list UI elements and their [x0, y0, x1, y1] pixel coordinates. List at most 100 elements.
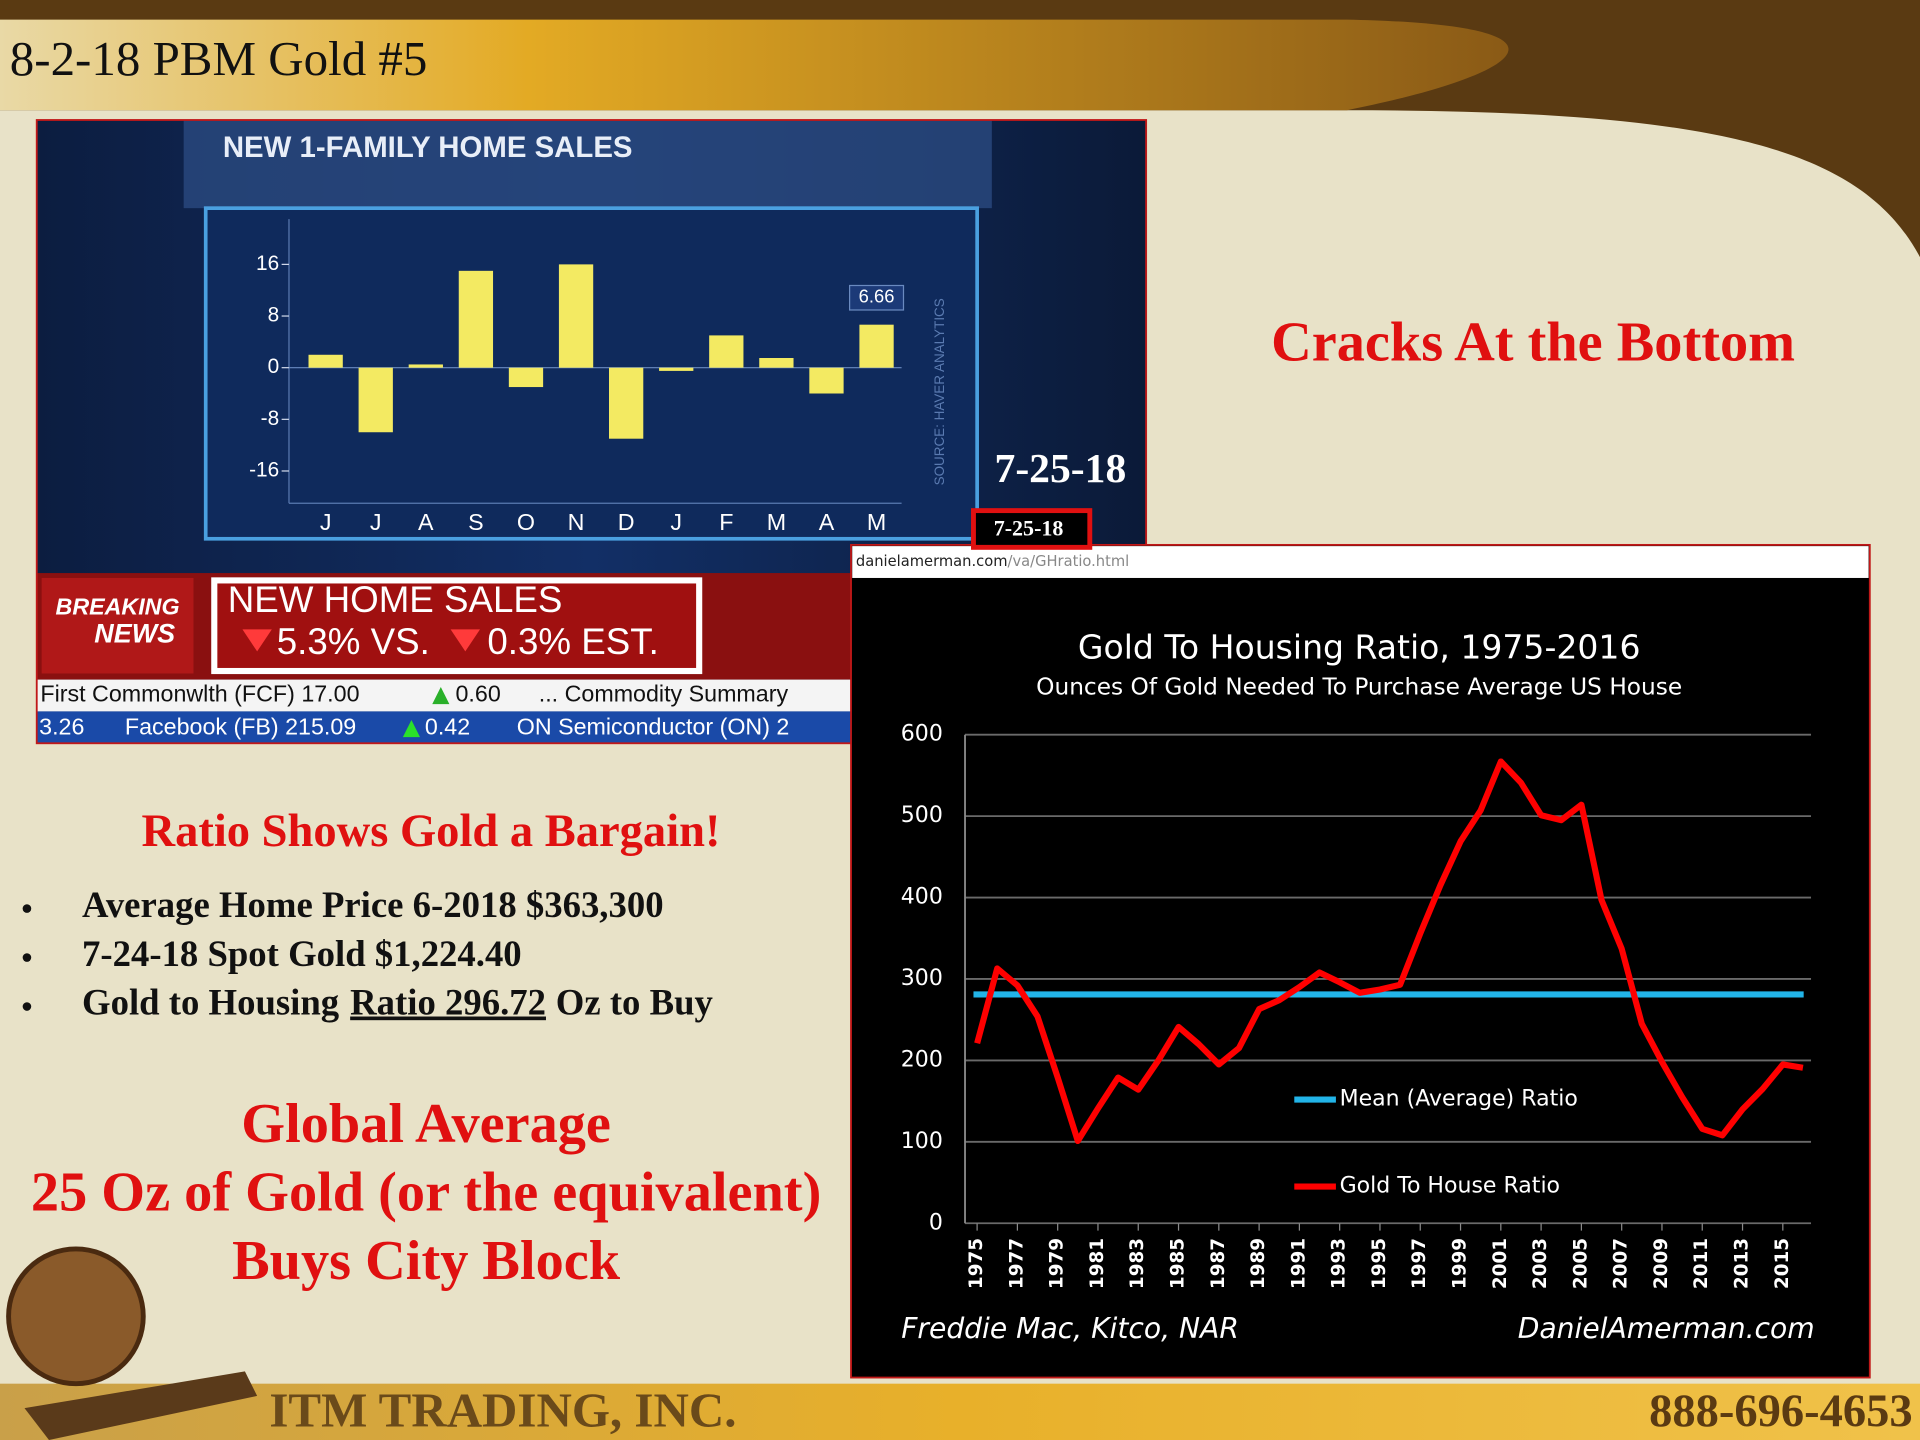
web-panel: danielamerman.com/va/GHratio.html 0 100 20… [850, 543, 1871, 1379]
url: danielamerman.com/va/GHratio.html [856, 553, 1129, 570]
y-tick-label: 0 [268, 355, 280, 378]
x-tick-label: 2009 [1651, 1238, 1672, 1289]
bar [358, 367, 393, 433]
headline: Cracks At the Bottom [1271, 312, 1795, 374]
date-large: 7-25-18 [995, 446, 1127, 492]
y-tick-label: -16 [249, 458, 279, 481]
x-tick-label: 1977 [1006, 1238, 1027, 1289]
banner-actual: 5.3% VS. [277, 621, 430, 662]
legend-label: Mean (Average) Ratio [1340, 1087, 1578, 1112]
banner-title: NEW HOME SALES [228, 579, 563, 620]
y-tick-label: 8 [268, 304, 280, 327]
x-tick-label: 2015 [1772, 1238, 1793, 1289]
x-tick-label: 1989 [1248, 1238, 1269, 1289]
x-tick-label: A [418, 509, 434, 535]
global-text: Buys City Block [232, 1230, 621, 1292]
x-tick-label: 1975 [966, 1238, 987, 1289]
y-tick-label: 100 [901, 1129, 943, 1154]
global-text: 25 Oz of Gold (or the equivalent) [31, 1161, 821, 1223]
breaking-box [41, 577, 194, 674]
x-tick-label: D [618, 509, 635, 535]
tv-border [35, 119, 1148, 745]
x-tick-label: J [370, 509, 382, 535]
bullet [22, 1002, 32, 1011]
ratio-line [974, 758, 1804, 1145]
bar [308, 354, 343, 368]
x-tick-label: 1993 [1329, 1238, 1350, 1289]
bar [759, 357, 794, 368]
sources: Freddie Mac, Kitco, NAR [901, 1312, 1239, 1345]
ticker-text: ON Semiconductor (ON) 2 [517, 714, 790, 740]
x-tick-label: 2005 [1570, 1238, 1591, 1289]
url-bar [852, 546, 1869, 578]
x-tick-label: A [819, 509, 835, 535]
y-tick-label: 300 [901, 966, 943, 991]
x-tick-label: J [670, 509, 682, 535]
bullet-ratio: Ratio 296.72 [350, 982, 546, 1023]
tv-chart-title: NEW 1-FAMILY HOME SALES [223, 131, 633, 164]
bullet-text: 7-24-18 Spot Gold $1,224.40 [82, 933, 522, 974]
bar [709, 335, 744, 368]
bar [458, 270, 494, 368]
tv-source: SOURCE: HAVER ANALYTICS [932, 298, 947, 485]
x-tick-label: 1985 [1168, 1238, 1189, 1289]
y-tick-label: 600 [901, 722, 943, 747]
x-tick-label: N [568, 509, 585, 535]
x-tick-label: F [719, 509, 733, 535]
bullet [22, 904, 32, 913]
tv-plot-bg [203, 206, 979, 541]
x-tick-label: 1991 [1288, 1238, 1309, 1289]
x-tick-label: J [320, 509, 332, 535]
bar [659, 367, 694, 371]
y-tick-label: 500 [901, 803, 943, 828]
ticker-text: 0.60 [456, 681, 501, 707]
bullet-text: Average Home Price 6-2018 $363,300 [82, 884, 664, 925]
banner-box [211, 577, 703, 675]
bar [859, 324, 894, 368]
ticker-text: First Commonwlth (FCF) 17.00 [40, 681, 359, 707]
site: DanielAmerman.com [1518, 1312, 1815, 1345]
y-tick-label: 16 [256, 252, 279, 275]
x-tick-label: O [517, 509, 535, 535]
y-tick-label: 200 [901, 1047, 943, 1072]
global-text: Global Average [241, 1093, 611, 1155]
tv-title-bar [183, 120, 992, 209]
chart-subtitle: Ounces Of Gold Needed To Purchase Averag… [1036, 674, 1682, 701]
tv-panel: 16 8 0 -8 -16 J J A S O N D J F M A M 6.66 NEW 1-FAMILY H… [36, 120, 1147, 744]
x-tick-label: 1987 [1208, 1238, 1229, 1289]
bar [508, 367, 544, 388]
y-tick-label: -8 [261, 407, 280, 430]
down-icon [450, 629, 480, 652]
x-tick-label: M [767, 509, 786, 535]
bullet [22, 953, 32, 962]
x-tick-label: S [468, 509, 484, 535]
down-icon [242, 629, 272, 652]
line-chart: 0 100 200 300 400 500 600 1975 1977 1979 1981 1983 1… [901, 722, 1812, 1289]
x-tick-label: 2013 [1732, 1238, 1753, 1289]
x-tick-label: 2007 [1611, 1238, 1632, 1289]
banner-estimate: 0.3% EST. [487, 621, 658, 662]
up-icon [432, 686, 450, 705]
bar-chart: 16 8 0 -8 -16 J J A S O N D J F M A M 6.66 [249, 219, 905, 535]
chart-title: Gold To Housing Ratio, 1975-2016 [1078, 627, 1641, 666]
company: ITM TRADING, INC. [269, 1383, 736, 1438]
y-tick-label: 400 [901, 885, 943, 910]
footer-band [0, 1383, 1920, 1440]
books-icon [24, 1371, 258, 1440]
breaking: BREAKING [56, 594, 180, 620]
bullet-text: Gold to Housing Ratio 296.72 Oz to Buy [82, 982, 713, 1023]
url-path: /va/GHratio.html [1008, 553, 1130, 570]
x-tick-label: 1995 [1369, 1238, 1390, 1289]
x-tick-label: M [867, 509, 886, 535]
date-box [971, 508, 1093, 550]
x-tick-label: 2011 [1691, 1238, 1712, 1289]
date-small: 7-25-18 [994, 515, 1064, 540]
x-tick-label: 1997 [1409, 1238, 1430, 1289]
x-tick-label: 1999 [1450, 1238, 1471, 1289]
value-label-box [848, 284, 905, 311]
bullet-part: Oz to Buy [556, 982, 713, 1023]
x-tick-label: 2003 [1530, 1238, 1551, 1289]
bar [408, 364, 443, 368]
